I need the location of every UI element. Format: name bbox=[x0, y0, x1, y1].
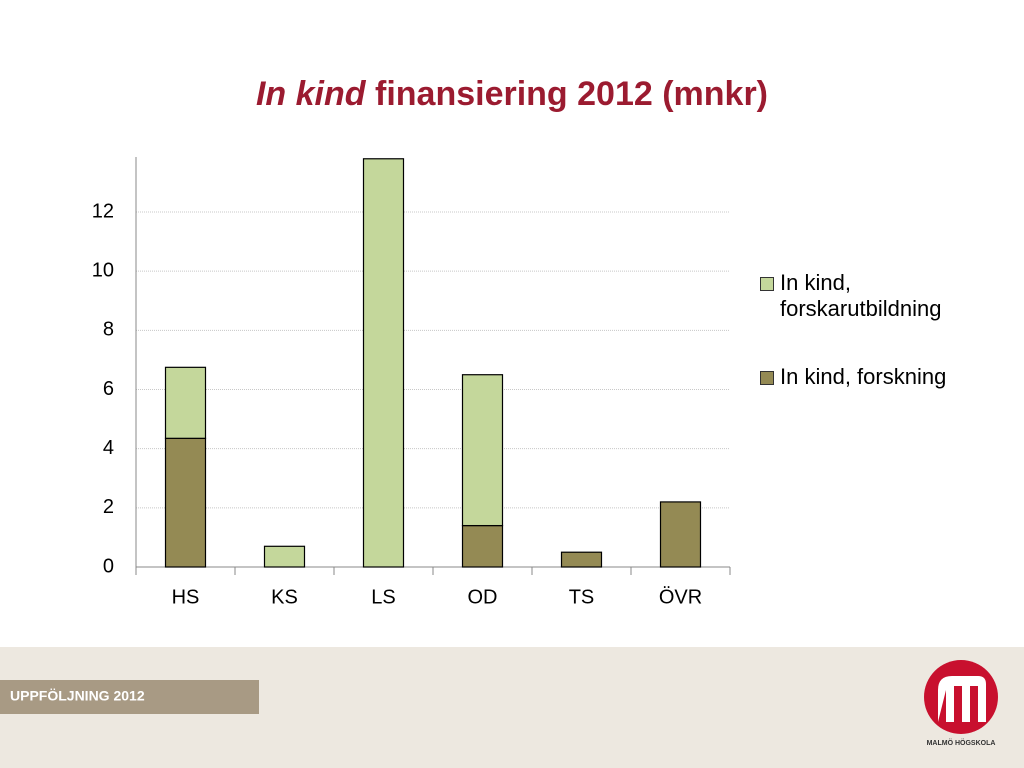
bar-segment bbox=[461, 524, 504, 568]
legend-swatch bbox=[760, 277, 774, 291]
logo-text: MALMÖ HÖGSKOLA bbox=[927, 738, 996, 747]
y-tick-label: 12 bbox=[92, 200, 114, 222]
legend-label: In kind, forskning bbox=[780, 364, 947, 389]
x-tick-label: TS bbox=[569, 586, 595, 608]
title-italic: In kind bbox=[256, 75, 367, 113]
y-tick-label: 8 bbox=[103, 319, 114, 341]
title-rest: finansiering 2012 (mnkr) bbox=[375, 75, 768, 113]
bar-segment bbox=[659, 501, 702, 568]
y-tick-label: 0 bbox=[103, 555, 114, 577]
bar-segment bbox=[164, 366, 207, 439]
x-tick-label: ÖVR bbox=[659, 586, 702, 608]
footer-box bbox=[0, 680, 259, 714]
bar-segment bbox=[461, 374, 504, 527]
legend-item: In kind, forskarutbildning bbox=[760, 270, 995, 322]
y-tick-label: 6 bbox=[103, 378, 114, 400]
legend-item: In kind, forskning bbox=[760, 364, 995, 390]
footer-label: UPPFÖLJNING 2012 bbox=[10, 688, 145, 704]
x-tick-label: KS bbox=[271, 586, 298, 608]
legend-swatch bbox=[760, 371, 774, 385]
y-tick-label: 4 bbox=[103, 437, 114, 459]
x-tick-label: HS bbox=[172, 586, 200, 608]
logo bbox=[924, 660, 998, 734]
bar-segment bbox=[263, 545, 306, 568]
bar-segment bbox=[362, 158, 405, 568]
chart-title: In kind finansiering 2012 (mnkr) bbox=[256, 75, 768, 113]
bar-segment bbox=[164, 437, 207, 568]
legend-label: In kind, forskarutbildning bbox=[780, 270, 942, 321]
bar-segment bbox=[560, 551, 603, 568]
x-tick-label: OD bbox=[468, 586, 498, 608]
y-tick-label: 2 bbox=[103, 496, 114, 518]
x-tick-label: LS bbox=[371, 586, 395, 608]
y-tick-label: 10 bbox=[92, 259, 114, 281]
